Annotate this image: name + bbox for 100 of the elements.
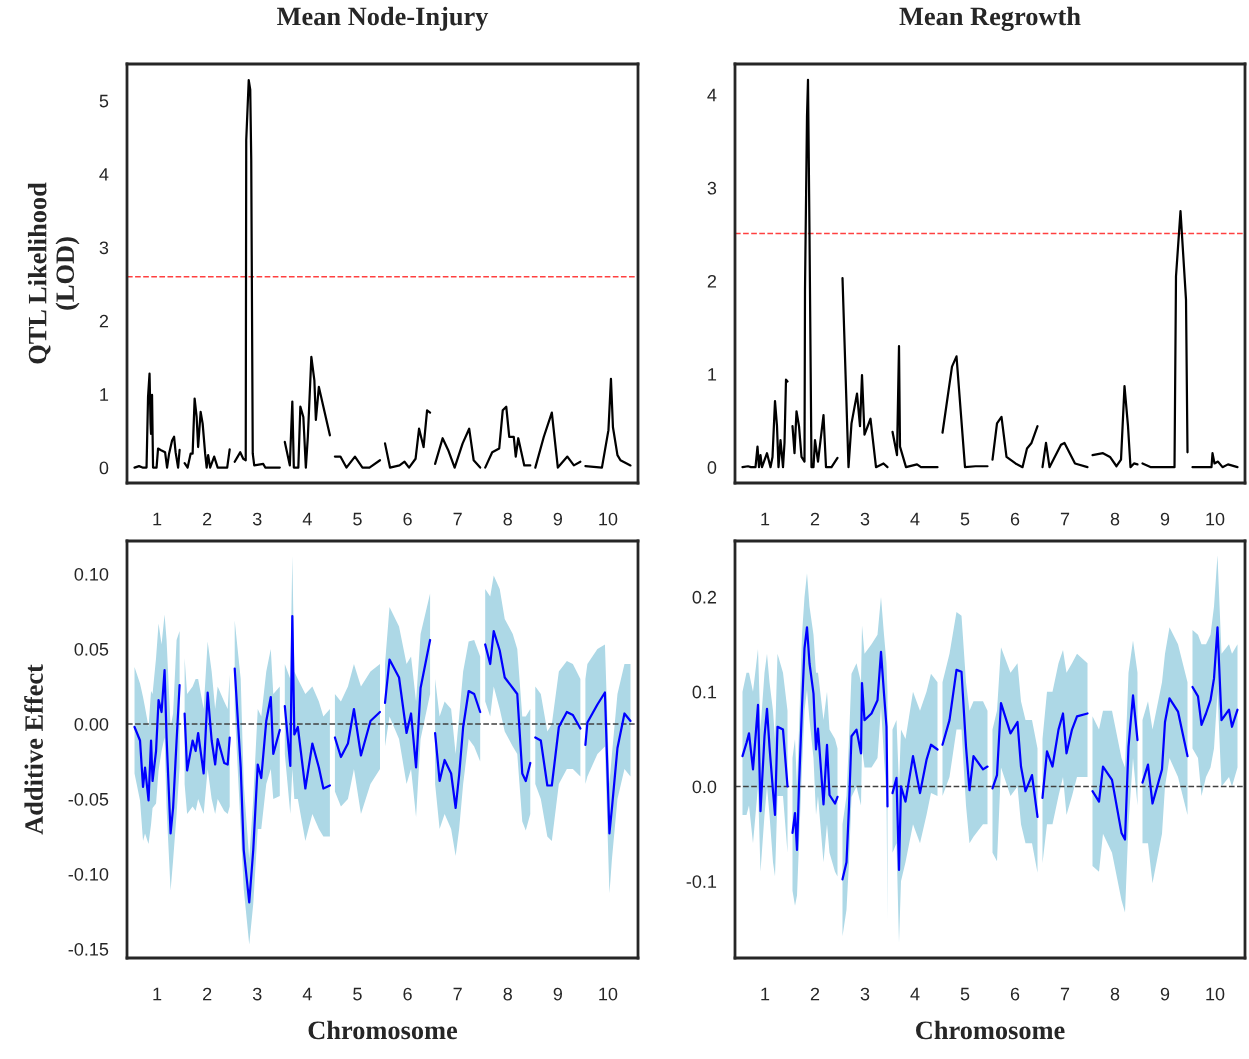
y-tick-label: 0.00 <box>74 717 109 731</box>
y-tick-label: 3 <box>707 181 717 195</box>
x-tick-label: 8 <box>503 512 512 526</box>
line-series <box>791 78 839 469</box>
line-series <box>383 638 432 769</box>
y-tick-label: -0.15 <box>68 942 109 956</box>
x-tick-label: 9 <box>553 987 563 1001</box>
line-series <box>534 411 582 469</box>
line-series <box>183 397 231 469</box>
y-tick-label: -0.10 <box>68 867 109 881</box>
y-tick-label: 2 <box>99 314 109 328</box>
line-series <box>941 668 989 792</box>
x-tick-label: 9 <box>553 512 563 526</box>
line-series <box>1141 697 1189 805</box>
x-tick-label: 1 <box>761 987 770 1001</box>
line-series <box>183 691 231 775</box>
line-series <box>841 277 889 469</box>
line-series <box>484 629 532 783</box>
x-tick-label: 7 <box>453 987 462 1001</box>
x-tick-label: 2 <box>203 512 212 526</box>
y-tick-label: 0.0 <box>692 780 717 794</box>
line-series <box>991 701 1039 818</box>
line-series <box>991 415 1039 469</box>
x-tick-label: 7 <box>1060 987 1070 1001</box>
y-tick-label: 4 <box>707 88 717 102</box>
y-tick-label: 5 <box>99 94 109 108</box>
x-tick-label: 3 <box>860 987 870 1001</box>
x-tick-label: 10 <box>599 987 618 1001</box>
line-series <box>841 650 889 881</box>
x-axis-title: Chromosome <box>308 1020 458 1040</box>
chart-title: Mean Regrowth <box>899 6 1081 31</box>
x-tick-label: 4 <box>910 987 920 1001</box>
line-series <box>283 614 332 790</box>
line-series <box>333 707 382 759</box>
line-series <box>433 689 482 810</box>
line-series <box>1191 626 1239 728</box>
x-tick-label: 5 <box>960 512 970 526</box>
line-series <box>133 372 181 469</box>
line-series <box>791 626 839 852</box>
x-tick-label: 2 <box>203 987 212 1001</box>
x-axis-title: Chromosome <box>916 1020 1065 1040</box>
y-tick-label: 0.05 <box>74 642 109 656</box>
y-axis-title: Additive Effect <box>24 664 43 835</box>
y-axis-title: QTL Likelihood (LOD) <box>27 182 80 364</box>
x-tick-label: 8 <box>1110 512 1120 526</box>
line-series <box>1091 694 1139 841</box>
x-tick-label: 5 <box>960 987 970 1001</box>
line-series <box>433 427 482 469</box>
x-tick-label: 1 <box>761 512 770 526</box>
x-tick-label: 1 <box>153 512 162 526</box>
line-series <box>283 355 332 469</box>
line-series <box>741 378 789 469</box>
y-tick-label: 4 <box>99 168 109 181</box>
x-tick-label: 1 <box>153 987 162 1001</box>
line-series <box>1091 385 1139 469</box>
x-tick-label: 10 <box>599 512 618 526</box>
x-tick-label: 4 <box>302 512 312 526</box>
x-tick-label: 5 <box>353 987 362 1001</box>
chart-title: Mean Node-Injury <box>277 6 489 31</box>
line-series <box>741 703 789 816</box>
y-tick-label: 2 <box>707 274 717 288</box>
line-series <box>584 377 632 469</box>
x-tick-label: 6 <box>1010 512 1020 526</box>
y-tick-label: 3 <box>99 241 109 255</box>
line-series <box>891 345 939 469</box>
x-tick-label: 7 <box>453 512 462 526</box>
x-tick-label: 2 <box>810 512 820 526</box>
x-tick-label: 3 <box>860 512 870 526</box>
x-tick-label: 2 <box>810 987 820 1001</box>
x-tick-label: 3 <box>252 987 262 1001</box>
y-tick-label: 0 <box>99 461 109 475</box>
x-tick-label: 3 <box>252 512 262 526</box>
line-series <box>233 667 281 904</box>
line-series <box>1041 441 1089 469</box>
x-tick-label: 6 <box>1010 987 1020 1001</box>
x-tick-label: 8 <box>1110 987 1120 1001</box>
x-tick-label: 8 <box>503 987 512 1001</box>
y-tick-label: 1 <box>708 368 717 381</box>
line-series <box>584 691 632 835</box>
x-tick-label: 7 <box>1060 512 1070 526</box>
x-tick-label: 4 <box>302 987 312 1001</box>
x-tick-label: 9 <box>1160 987 1170 1001</box>
line-series <box>891 743 939 871</box>
y-tick-label: 0.10 <box>74 567 109 581</box>
line-series <box>534 710 582 787</box>
y-tick-label: 0.2 <box>692 590 717 604</box>
line-series <box>133 668 181 835</box>
y-tick-label: -0.1 <box>686 875 717 888</box>
line-series <box>941 355 989 469</box>
y-tick-label: -0.05 <box>68 792 109 806</box>
line-series <box>484 405 532 469</box>
line-series <box>383 409 432 469</box>
x-tick-label: 6 <box>403 987 412 1001</box>
y-tick-label: 1 <box>100 388 109 401</box>
line-series <box>1191 452 1239 469</box>
y-tick-label: 0.1 <box>692 685 717 699</box>
x-tick-label: 4 <box>910 512 920 526</box>
line-series <box>1141 210 1189 469</box>
line-series <box>233 79 281 469</box>
line-series <box>1041 712 1089 799</box>
